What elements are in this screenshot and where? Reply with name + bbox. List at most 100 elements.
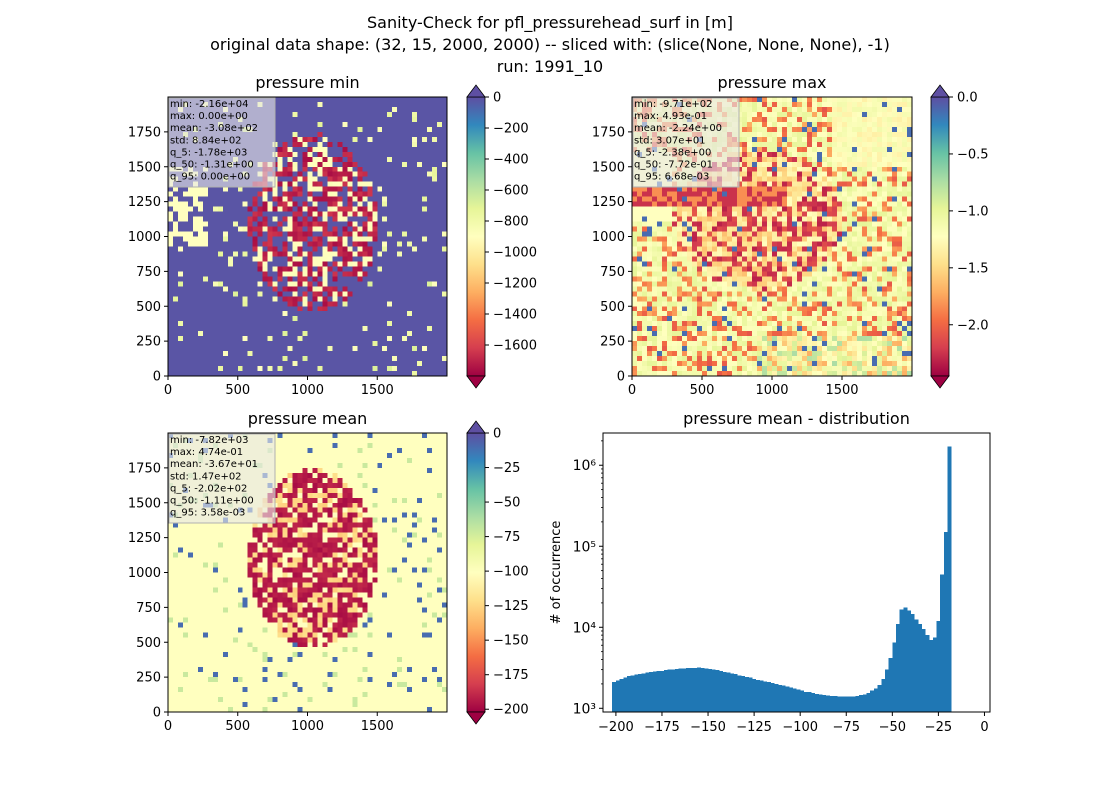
- colorbar-gradient: [466, 96, 486, 377]
- histogram-bar: [634, 674, 639, 712]
- colorbar-tick-label: 0: [493, 91, 501, 106]
- y-tick-label: 10⁵: [573, 539, 596, 555]
- histogram-bar: [785, 686, 790, 712]
- histogram-bar: [796, 689, 801, 712]
- stats-line: std: 8.84e+02: [170, 135, 242, 146]
- histogram-bar: [896, 623, 900, 712]
- histogram-bar: [800, 690, 805, 712]
- x-tick-label: −25: [925, 720, 952, 735]
- colorbar-tick-label: −400: [493, 153, 529, 168]
- stats-line: max: 0.00e+00: [170, 111, 248, 122]
- histogram-panel: pressure mean - distribution −200 −175 −150…: [549, 409, 991, 735]
- stats-line: q_5: -2.38e+00: [634, 147, 711, 158]
- x-tick-label: 1000: [755, 383, 788, 398]
- x-tick-label: 500: [690, 383, 715, 398]
- histogram-bar: [663, 670, 668, 712]
- stats-box-bg: [168, 97, 276, 188]
- stats-line: min: -2.16e+04: [170, 99, 249, 110]
- histogram-bar: [656, 670, 661, 712]
- histogram-bar: [733, 674, 738, 712]
- histogram-bar: [792, 688, 797, 712]
- histogram-bar: [615, 680, 620, 712]
- histogram-bars: [612, 446, 952, 712]
- y-tick-label: 1750: [592, 125, 625, 140]
- y-tick-label: 1750: [128, 461, 161, 476]
- histogram-bar: [630, 675, 635, 712]
- histogram-bar: [748, 677, 753, 712]
- y-tick-label: 1000: [128, 566, 161, 581]
- histogram-bar: [837, 696, 841, 712]
- colorbar-tick-label: −100: [493, 565, 529, 580]
- histogram-bar: [866, 692, 871, 712]
- colorbar-tick-label: −800: [493, 215, 529, 230]
- histogram-bar: [649, 672, 653, 712]
- histogram-bar: [722, 672, 727, 712]
- histogram-bar: [619, 678, 624, 712]
- y-tick-label: 1500: [592, 160, 625, 175]
- x-tick-label: 1500: [361, 383, 394, 398]
- stats-line: q_50: -7.72e-01: [634, 160, 713, 171]
- y-tick-label: 750: [600, 265, 625, 280]
- x-tick-label: 0: [628, 383, 636, 398]
- colorbar-tick-label: −175: [493, 668, 529, 683]
- stats-box-bg: [632, 97, 740, 188]
- heatmap-panel-3: pressure mean 0 500 1000 1500 0 250 500 750 1000 1…: [128, 409, 529, 734]
- y-axis-label: # of occurrence: [549, 521, 564, 625]
- histogram-bar: [682, 668, 687, 712]
- histogram-bar: [711, 669, 716, 712]
- x-tick-label: 1000: [291, 719, 324, 734]
- colorbar-tick-label: −50: [493, 496, 520, 511]
- histogram-bar: [752, 678, 757, 712]
- histogram-bar: [947, 446, 952, 712]
- histogram-bar: [689, 667, 694, 712]
- histogram-bar: [825, 695, 830, 712]
- histogram-bar: [708, 669, 712, 712]
- histogram-bar: [940, 574, 945, 712]
- histogram-bar: [943, 531, 948, 712]
- histogram-bar: [696, 667, 701, 712]
- histogram-bar: [778, 684, 782, 712]
- y-tick-label: 1250: [128, 531, 161, 546]
- histogram-bar: [833, 696, 838, 712]
- colorbar-extend-max: [466, 420, 486, 434]
- histogram-bar: [936, 620, 941, 712]
- histogram-bar: [829, 695, 834, 712]
- histogram-bar: [612, 682, 617, 712]
- y-tick-label: 250: [136, 671, 161, 686]
- stats-line: max: 4.93e-01: [634, 111, 707, 122]
- x-tick-label: −175: [644, 720, 680, 735]
- colorbar-tick-label: −1000: [493, 246, 537, 261]
- heatmap-panel-1: pressure min 0 500 1000 1500 0 250 500 750 1000 12…: [128, 73, 537, 398]
- x-tick-label: 0: [164, 383, 172, 398]
- colorbar-tick-label: −0.5: [957, 147, 989, 162]
- histogram-bar: [881, 678, 886, 712]
- axes-frame: [602, 432, 991, 713]
- histogram-bar: [918, 623, 923, 712]
- stats-line: max: 4.74e-01: [170, 447, 243, 458]
- figure-title-line-3: run: 1991_10: [496, 57, 604, 76]
- stats-line: q_5: -2.02e+02: [170, 483, 247, 494]
- y-tick-label: 0: [153, 370, 161, 385]
- y-tick-label: 0: [617, 370, 625, 385]
- stats-line: std: 3.07e+01: [634, 135, 706, 146]
- histogram-bar: [759, 680, 764, 712]
- histogram-bar: [840, 696, 845, 712]
- histogram-bar: [929, 639, 934, 712]
- colorbar-tick-label: −200: [493, 122, 529, 137]
- colorbar-tick-label: −2.0: [957, 318, 989, 333]
- y-tick-label: 10⁶: [573, 458, 597, 474]
- histogram-bar: [899, 609, 904, 712]
- histogram-bar: [844, 696, 849, 712]
- colorbar-tick-label: −600: [493, 184, 529, 199]
- y-tick-label: 250: [600, 335, 625, 350]
- histogram-bar: [807, 691, 812, 712]
- histogram-bar: [678, 668, 683, 712]
- histogram-bar: [873, 688, 878, 712]
- y-tick-label: 500: [136, 636, 161, 651]
- colorbar-extend-min: [466, 375, 486, 389]
- histogram-bar: [741, 676, 746, 712]
- histogram-bar: [667, 669, 672, 712]
- histogram-bar: [789, 687, 794, 712]
